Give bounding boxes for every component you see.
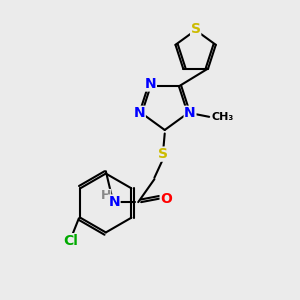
Text: CH₃: CH₃ bbox=[211, 112, 233, 122]
Text: S: S bbox=[158, 147, 168, 161]
Text: N: N bbox=[108, 195, 120, 209]
Text: Cl: Cl bbox=[64, 234, 78, 248]
Text: S: S bbox=[190, 22, 201, 36]
Text: N: N bbox=[134, 106, 145, 120]
Text: H: H bbox=[100, 189, 111, 202]
Text: N: N bbox=[184, 106, 196, 120]
Text: O: O bbox=[160, 192, 172, 206]
Text: N: N bbox=[145, 77, 156, 91]
